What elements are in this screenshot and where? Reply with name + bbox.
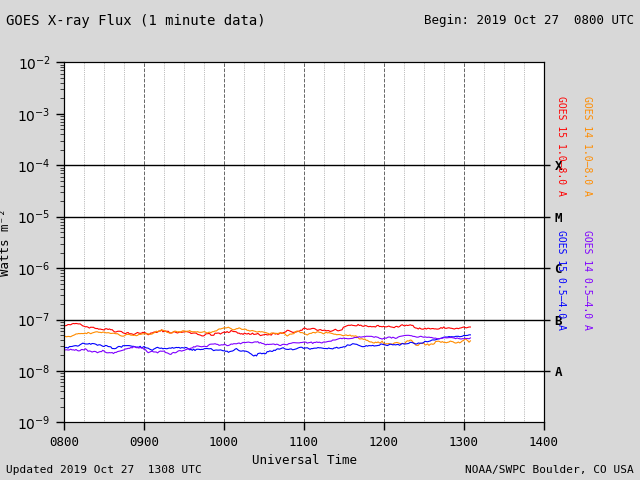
Text: GOES 14 1.0–8.0 A: GOES 14 1.0–8.0 A: [582, 96, 592, 196]
Text: Begin: 2019 Oct 27  0800 UTC: Begin: 2019 Oct 27 0800 UTC: [424, 14, 634, 27]
Text: GOES 14 0.5–4.0 A: GOES 14 0.5–4.0 A: [582, 230, 592, 330]
Text: GOES 15 1.0–8.0 A: GOES 15 1.0–8.0 A: [556, 96, 566, 196]
X-axis label: Universal Time: Universal Time: [252, 454, 356, 467]
Text: Updated 2019 Oct 27  1308 UTC: Updated 2019 Oct 27 1308 UTC: [6, 465, 202, 475]
Y-axis label: Watts m⁻²: Watts m⁻²: [0, 209, 12, 276]
Text: NOAA/SWPC Boulder, CO USA: NOAA/SWPC Boulder, CO USA: [465, 465, 634, 475]
Text: GOES 15 0.5–4.0 A: GOES 15 0.5–4.0 A: [556, 230, 566, 330]
Text: GOES X-ray Flux (1 minute data): GOES X-ray Flux (1 minute data): [6, 14, 266, 28]
